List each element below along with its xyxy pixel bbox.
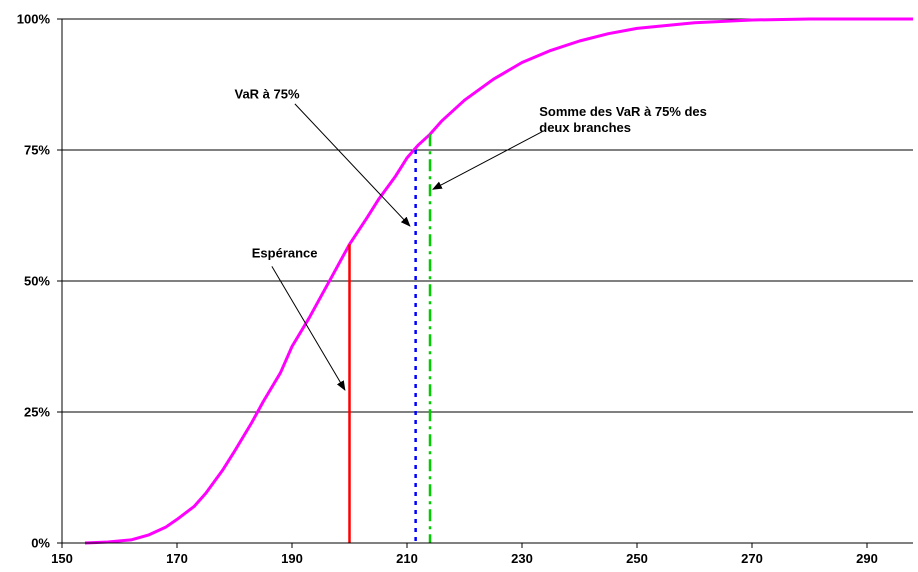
y-tick-label: 25% — [24, 405, 50, 420]
y-tick-label: 100% — [17, 12, 51, 27]
x-tick-label: 230 — [511, 551, 533, 566]
annotation-somme-text: deux branches — [539, 120, 631, 135]
annotations: Espérance VaR à 75% Somme des VaR à 75% de… — [235, 87, 707, 391]
x-tick-label: 170 — [166, 551, 188, 566]
x-tick-label: 270 — [741, 551, 763, 566]
annotation-esperance-text: Espérance — [252, 245, 318, 260]
grid — [62, 18, 913, 413]
series-line-0 — [84, 17, 913, 545]
tick-labels: 0% 25% 50% 75% 100% 150 170 190 210 230 250 270 290 — [17, 12, 878, 567]
x-tick-label: 210 — [396, 551, 418, 566]
x-tick-label: 250 — [626, 551, 648, 566]
x-tick-label: 190 — [281, 551, 303, 566]
y-tick-label: 50% — [24, 274, 50, 289]
axes — [57, 18, 913, 548]
vertical-lines — [348, 134, 432, 543]
annotation-esperance-arrow — [271, 266, 346, 391]
annotation-var-arrow — [294, 103, 411, 227]
annotation-var-text: VaR à 75% — [235, 87, 300, 102]
annotation-somme-arrow — [431, 131, 543, 190]
x-tick-label: 290 — [856, 551, 878, 566]
y-tick-label: 75% — [24, 143, 50, 158]
x-tick-label: 150 — [51, 551, 73, 566]
annotation-somme-text: Somme des VaR à 75% des — [539, 104, 707, 119]
series-group — [84, 17, 913, 545]
y-tick-label: 0% — [31, 536, 50, 551]
